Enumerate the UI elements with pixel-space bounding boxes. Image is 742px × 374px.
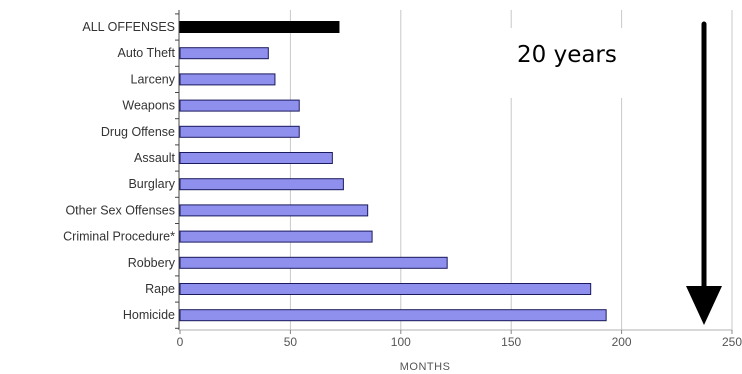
arrow-head — [686, 286, 722, 325]
bar-rape — [179, 283, 592, 295]
x-tick-label: 0 — [177, 335, 184, 349]
bar-homicide — [179, 309, 607, 322]
category-label: Homicide — [123, 308, 175, 322]
category-label: Weapons — [122, 99, 175, 113]
bar-weapons — [179, 99, 300, 112]
category-label: Assault — [134, 151, 176, 165]
bar-robbery — [179, 256, 448, 269]
annotation-background — [506, 28, 646, 98]
x-tick-label: 150 — [501, 335, 521, 349]
bars — [179, 21, 607, 322]
down-arrow-icon — [686, 21, 722, 325]
bar-assault — [179, 152, 333, 164]
category-label: Burglary — [128, 177, 175, 191]
x-tick-label: 100 — [391, 335, 411, 349]
bar-all-offenses — [179, 21, 340, 33]
x-axis: 0 50 100 150 200 250 MONTHS — [175, 10, 742, 373]
category-label: Criminal Procedure* — [63, 230, 175, 244]
category-label: Other Sex Offenses — [65, 203, 175, 217]
x-tick-label: 200 — [612, 335, 632, 349]
category-label: Auto Theft — [118, 46, 176, 60]
bar-larceny — [179, 73, 276, 86]
category-label: Drug Offense — [101, 125, 175, 139]
bar-other-sex-offenses — [179, 204, 369, 217]
category-label: ALL OFFENSES — [82, 20, 175, 34]
annotation-text: 20 years — [517, 42, 617, 68]
bar-criminal-procedure — [179, 230, 373, 243]
bar-drug-offense — [179, 125, 300, 138]
x-axis-title: MONTHS — [400, 361, 451, 373]
category-label: Larceny — [131, 72, 176, 86]
category-label: Robbery — [128, 256, 176, 270]
bar-auto-theft — [179, 47, 269, 60]
category-labels: ALL OFFENSES Auto Theft Larceny Weapons Drug… — [63, 20, 176, 322]
category-label: Rape — [145, 282, 175, 296]
x-tick-label: 250 — [722, 335, 742, 349]
bar-burglary — [179, 178, 344, 191]
x-tick-label: 50 — [284, 335, 298, 349]
